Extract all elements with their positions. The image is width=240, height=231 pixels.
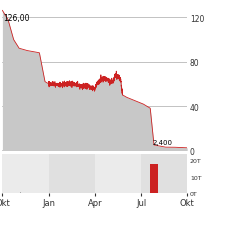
Bar	[95, 154, 141, 193]
Bar	[187, 154, 234, 193]
Bar	[48, 154, 95, 193]
Text: 2,400: 2,400	[153, 139, 173, 145]
Bar	[150, 164, 158, 193]
Text: 126,00: 126,00	[3, 14, 30, 23]
Bar	[2, 154, 48, 193]
Bar	[141, 154, 187, 193]
